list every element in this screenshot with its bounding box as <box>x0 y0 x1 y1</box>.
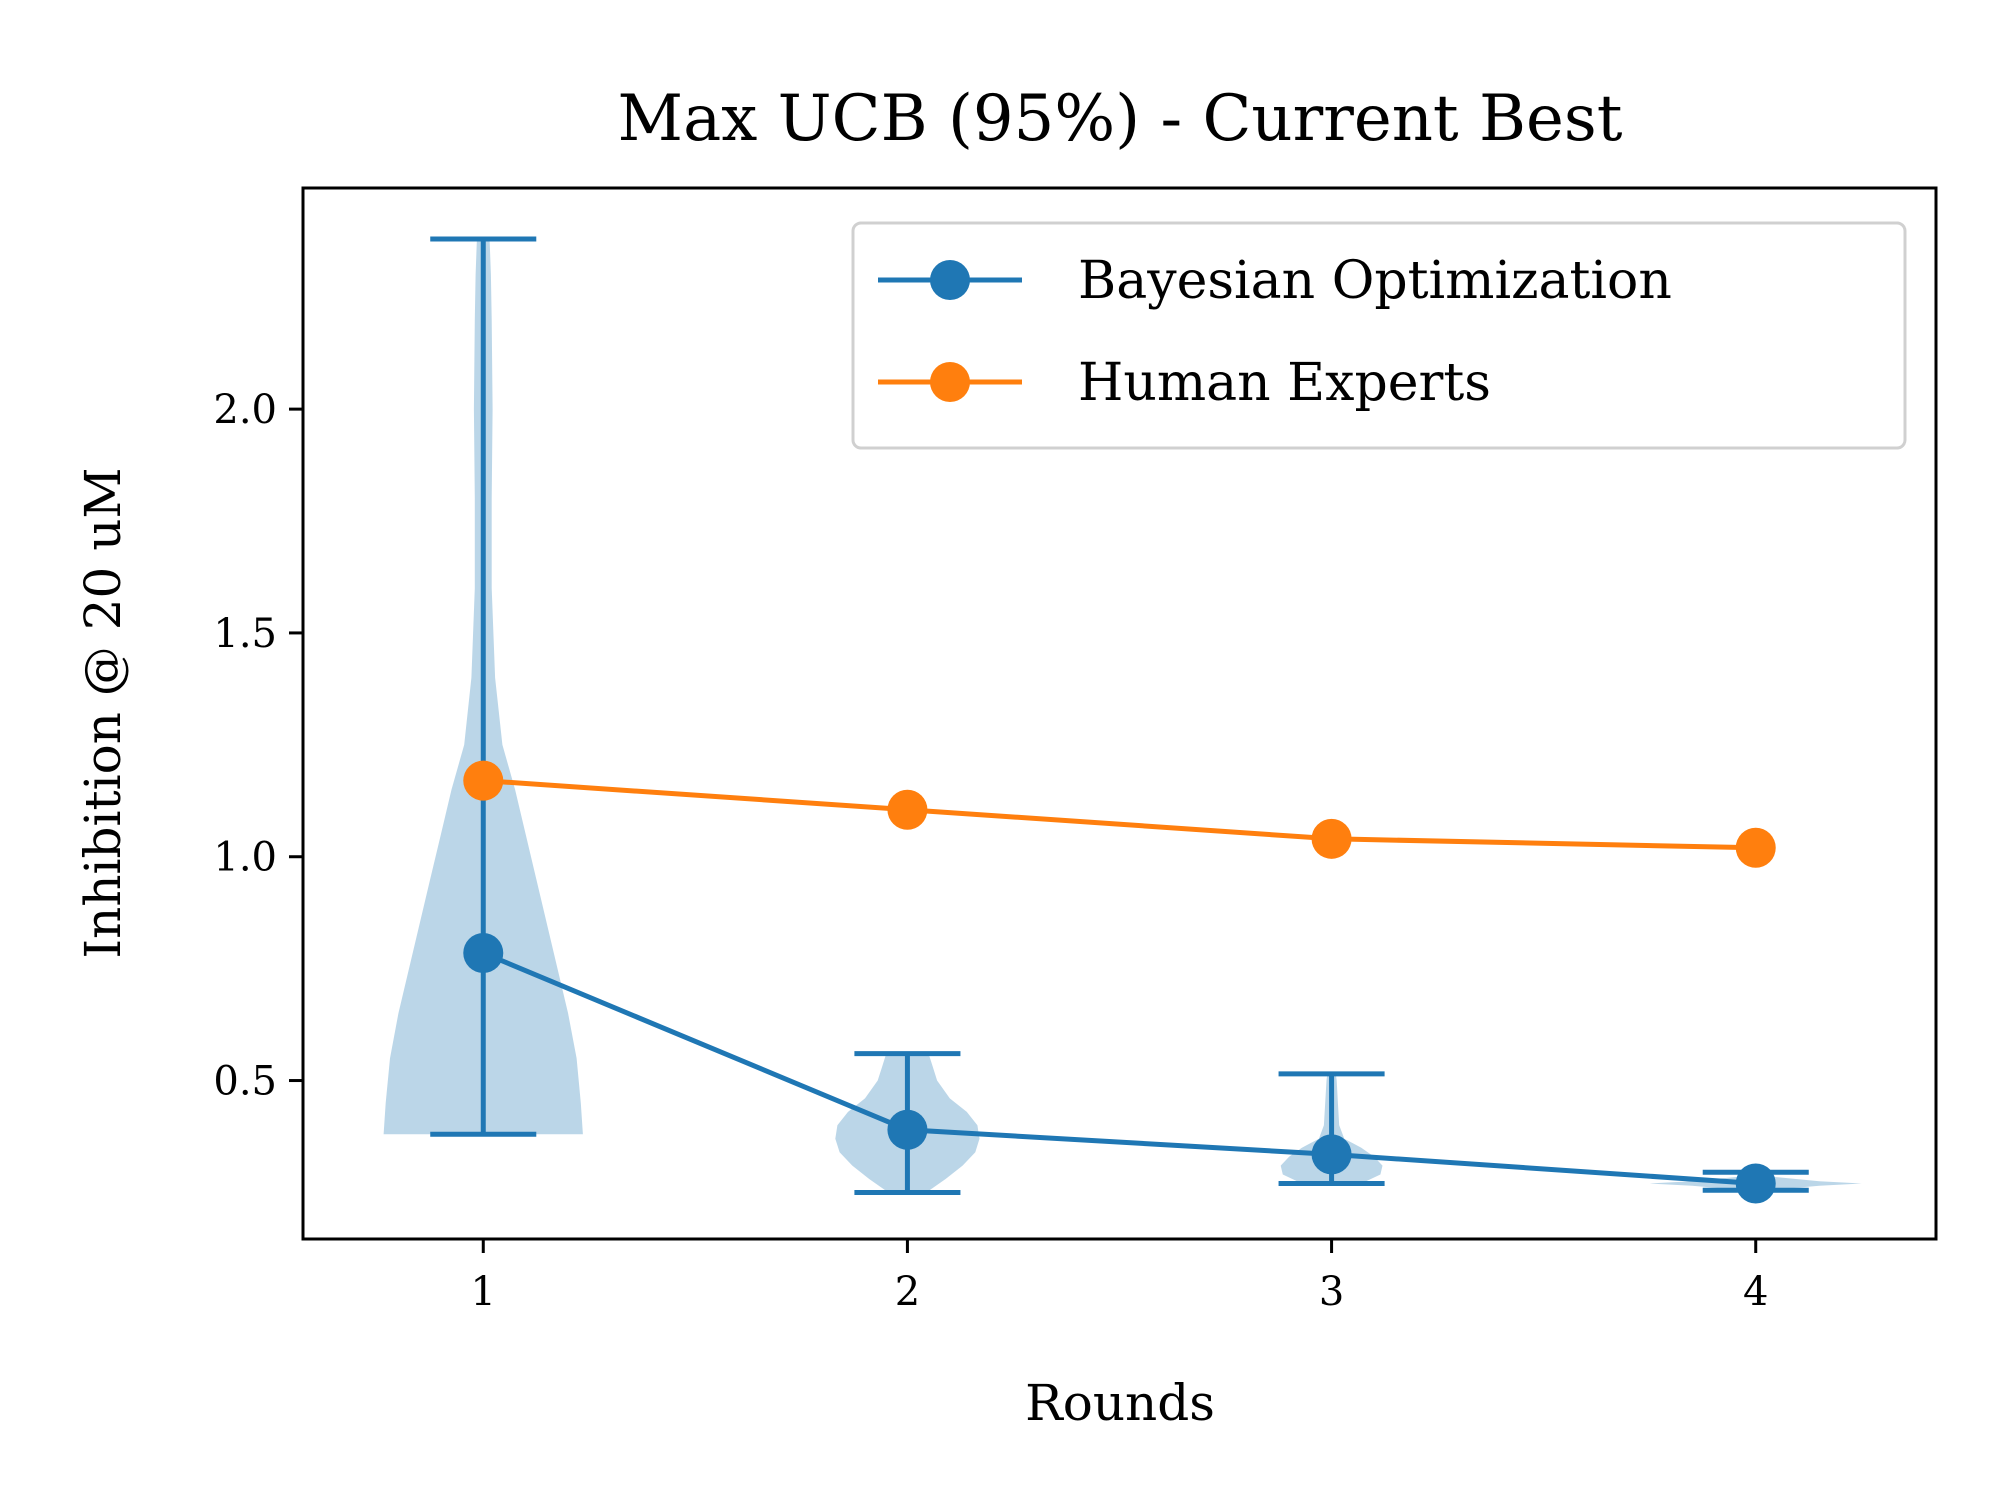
x-tick-label-1: 1 <box>471 1269 496 1315</box>
x-axis-label: Rounds <box>1025 1374 1215 1432</box>
data-point-bayesian-1 <box>463 932 504 973</box>
y-tick-label-1.5: 1.5 <box>213 611 277 657</box>
series-line-bayesian <box>482 950 1756 1186</box>
chart-title: Max UCB (95%) - Current Best <box>618 82 1623 156</box>
series-line-human <box>483 778 1756 851</box>
legend: Bayesian Optimization Human Experts <box>851 221 1907 450</box>
y-axis-label: Inhibition @ 20 uM <box>74 467 132 958</box>
legend-box <box>851 221 1907 450</box>
data-point-human-4 <box>1735 827 1776 868</box>
data-point-human-2 <box>887 789 928 830</box>
x-tick-label-3: 3 <box>1319 1269 1344 1315</box>
data-point-human-1 <box>463 760 504 801</box>
data-point-bayesian-2 <box>887 1109 928 1150</box>
data-point-bayesian-3 <box>1311 1134 1352 1175</box>
y-tick-label-0.5: 0.5 <box>213 1059 277 1105</box>
legend-marker-bayesian <box>930 260 970 300</box>
plot-frame <box>301 186 1938 1241</box>
x-tick-label-4: 4 <box>1743 1269 1768 1315</box>
data-point-human-3 <box>1311 818 1352 859</box>
legend-label-bayesian: Bayesian Optimization <box>1078 251 1672 311</box>
legend-marker-human <box>930 362 970 402</box>
y-tick-label-2.0: 2.0 <box>213 387 277 433</box>
data-point-bayesian-4 <box>1735 1163 1776 1204</box>
x-tick-label-2: 2 <box>895 1269 920 1315</box>
legend-label-human: Human Experts <box>1078 353 1491 413</box>
y-tick-label-1.0: 1.0 <box>213 835 277 881</box>
